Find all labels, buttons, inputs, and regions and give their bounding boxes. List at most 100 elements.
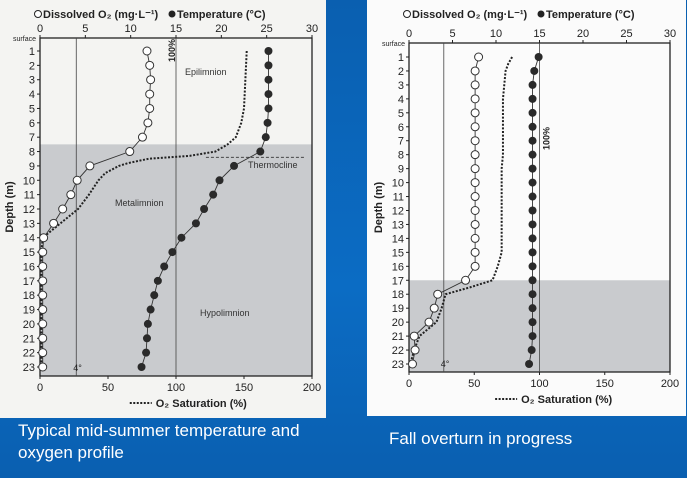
y-tick-label: 15: [392, 247, 404, 259]
series-o2-saturation-line: [40, 50, 248, 367]
dissolved-o2-point: [145, 89, 155, 99]
dissolved-o2-point: [85, 161, 95, 171]
legend-open-circle-icon: [34, 10, 42, 18]
y-tick-label: 1: [398, 52, 404, 64]
temperature-point: [528, 136, 537, 145]
y-tick-label: 20: [23, 319, 35, 331]
bottom-tick-label: 0: [37, 382, 43, 394]
bottom-tick-label: 150: [235, 382, 253, 394]
top-tick-label: 20: [215, 23, 227, 35]
y-tick-label: 2: [398, 66, 404, 78]
dissolved-o2-point: [137, 132, 147, 142]
temperature-point: [528, 80, 537, 89]
dissolved-o2-point: [470, 80, 480, 90]
dissolved-o2-point: [470, 261, 480, 271]
y-tick-label: 21: [23, 333, 35, 345]
dissolved-o2-point: [145, 60, 155, 70]
temperature-point: [261, 133, 270, 142]
temperature-point: [177, 233, 186, 242]
y-tick-label: 6: [398, 122, 404, 134]
temperature-point: [528, 108, 537, 117]
dissolved-o2-point: [407, 359, 417, 369]
temperature-point: [150, 291, 159, 300]
temperature-point: [528, 192, 537, 201]
y-tick-label: 23: [392, 359, 404, 371]
dissolved-o2-point: [49, 218, 59, 228]
y-tick-label-surface: surface: [382, 41, 405, 48]
dissolved-o2-point: [429, 303, 439, 313]
temperature-point: [528, 290, 537, 299]
dissolved-o2-point: [470, 192, 480, 202]
dissolved-o2-point: [38, 276, 48, 286]
top-tick-label: 30: [664, 28, 676, 40]
dissolved-o2-point: [38, 319, 48, 329]
bottom-tick-label: 100: [167, 382, 185, 394]
y-tick-label: 8: [29, 147, 35, 159]
ref-line-4c-label: 4°: [73, 363, 82, 373]
y-tick-label: 9: [398, 164, 404, 176]
bottom-tick-label: 100: [530, 378, 548, 390]
temperature-point: [146, 305, 155, 314]
legend-filled-circle-icon: [168, 10, 176, 18]
temperature-point: [527, 346, 536, 355]
dissolved-o2-point: [474, 52, 484, 62]
y-tick-label: 18: [392, 289, 404, 301]
y-tick-label: 15: [23, 247, 35, 259]
temperature-point: [528, 164, 537, 173]
temperature-point: [142, 348, 151, 357]
dissolved-o2-point: [470, 150, 480, 160]
bottom-tick-label: 50: [102, 382, 114, 394]
temperature-point: [168, 248, 177, 257]
top-tick-label: 10: [125, 23, 137, 35]
bottom-tick-label: 200: [303, 382, 321, 394]
dissolved-o2-point: [470, 164, 480, 174]
y-tick-label: 8: [398, 150, 404, 162]
y-tick-label: 4: [29, 89, 35, 101]
temperature-point: [137, 363, 146, 371]
y-tick-label: 23: [23, 362, 35, 374]
ref-line-100-label: 100%: [167, 39, 177, 62]
temperature-point: [528, 178, 537, 187]
y-tick-label: 11: [393, 192, 404, 204]
temperature-point: [256, 147, 265, 156]
annotation-metalimnion: Metalimnion: [115, 198, 164, 208]
dissolved-o2-point: [146, 75, 156, 85]
dissolved-o2-point: [470, 136, 480, 146]
y-tick-label: 13: [392, 219, 404, 231]
temperature-point: [528, 248, 537, 257]
y-tick-label: 14: [392, 233, 404, 245]
temperature-point: [264, 61, 273, 70]
dissolved-o2-point: [470, 219, 480, 229]
y-tick-label: 21: [392, 331, 404, 343]
dissolved-o2-point: [409, 331, 419, 341]
dissolved-o2-point: [424, 317, 434, 327]
bottom-tick-label: 200: [661, 378, 679, 390]
temperature-point: [264, 47, 273, 55]
dissolved-o2-point: [145, 103, 155, 113]
top-tick-label: 15: [533, 28, 545, 40]
y-tick-label: 12: [392, 206, 404, 218]
temperature-point: [215, 176, 224, 185]
dissolved-o2-point: [470, 108, 480, 118]
top-tick-label: 10: [490, 28, 502, 40]
y-tick-label: 3: [29, 75, 35, 87]
temperature-point: [142, 334, 151, 343]
y-tick-label: 12: [23, 204, 35, 216]
y-tick-label: 18: [23, 290, 35, 302]
dissolved-o2-point: [461, 275, 471, 285]
temperature-point: [528, 332, 537, 341]
legend-temperature: Temperature (°C): [177, 9, 266, 21]
dissolved-o2-point: [38, 290, 48, 300]
temperature-point: [528, 220, 537, 229]
dissolved-o2-point: [38, 348, 48, 358]
y-tick-label: 19: [392, 303, 404, 315]
dissolved-o2-point: [470, 122, 480, 132]
y-tick-label: 1: [29, 46, 35, 58]
temperature-point: [209, 190, 218, 199]
annotation-hypolimnion: Hypolimnion: [200, 308, 250, 318]
y-tick-label: 5: [398, 108, 404, 120]
y-tick-label: 5: [29, 103, 35, 115]
y-tick-label: 19: [23, 305, 35, 317]
top-tick-label: 30: [306, 23, 318, 35]
